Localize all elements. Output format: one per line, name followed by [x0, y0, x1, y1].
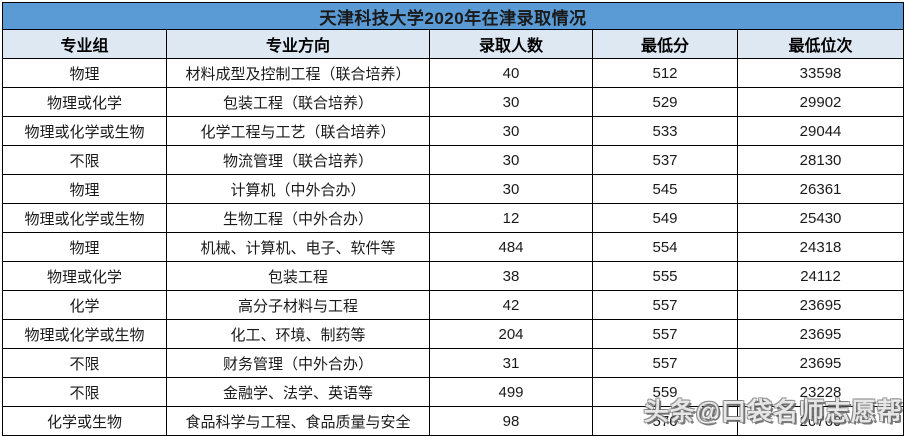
cell-group: 不限 [2, 145, 167, 175]
cell-min-rank: 29902 [736, 87, 905, 117]
cell-group: 物理 [2, 58, 167, 88]
cell-major: 包装工程（联合培养） [166, 87, 430, 117]
cell-count: 40 [429, 58, 593, 88]
cell-min-rank: 26361 [736, 174, 905, 204]
cell-major: 生物工程（中外合办） [166, 203, 430, 233]
cell-group: 不限 [2, 377, 167, 407]
cell-major: 物流管理（联合培养） [166, 145, 430, 175]
cell-min-rank: 23695 [736, 290, 905, 320]
cell-min-score: 545 [592, 174, 738, 204]
cell-count: 30 [429, 174, 593, 204]
cell-major: 化工、环境、制药等 [166, 319, 430, 349]
cell-group: 化学 [2, 290, 167, 320]
cell-group: 化学或生物 [2, 406, 167, 436]
cell-major: 食品科学与工程、食品质量与安全 [166, 406, 430, 436]
cell-count: 204 [429, 319, 593, 349]
cell-count: 38 [429, 261, 593, 291]
table-row: 不限 物流管理（联合培养） 30 537 28130 [2, 145, 905, 175]
title-row: 天津科技大学2020年在津录取情况 [1, 2, 905, 30]
cell-min-rank: 23695 [736, 348, 905, 378]
cell-count: 499 [429, 377, 593, 407]
cell-major: 机械、计算机、电子、软件等 [166, 232, 430, 262]
cell-min-rank: 33598 [736, 58, 905, 88]
table-row: 物理或化学或生物 化学工程与工艺（联合培养） 30 533 29044 [2, 116, 905, 146]
table-row: 物理 计算机（中外合办） 30 545 26361 [2, 174, 905, 204]
table-row: 物理或化学 包装工程 38 555 24112 [2, 261, 905, 291]
cell-min-score: 557 [592, 319, 738, 349]
cell-min-rank: 20760 [736, 406, 905, 436]
cell-count: 31 [429, 348, 593, 378]
cell-count: 30 [429, 145, 593, 175]
table-row: 物理或化学 包装工程（联合培养） 30 529 29902 [2, 87, 905, 117]
cell-count: 42 [429, 290, 593, 320]
cell-major: 高分子材料与工程 [166, 290, 430, 320]
column-header-min-rank: 最低位次 [736, 29, 905, 59]
cell-min-rank: 29044 [736, 116, 905, 146]
cell-major: 化学工程与工艺（联合培养） [166, 116, 430, 146]
cell-group: 物理或化学 [2, 261, 167, 291]
cell-min-rank: 23695 [736, 319, 905, 349]
cell-major: 计算机（中外合办） [166, 174, 430, 204]
column-header-min-score: 最低分 [592, 29, 738, 59]
header-row: 专业组 专业方向 录取人数 最低分 最低位次 [2, 29, 905, 59]
cell-min-score: 559 [592, 377, 738, 407]
cell-count: 30 [429, 87, 593, 117]
table-row: 物理 材料成型及控制工程（联合培养） 40 512 33598 [2, 58, 905, 88]
cell-min-score: 557 [592, 290, 738, 320]
cell-min-score: 557 [592, 348, 738, 378]
cell-group: 物理或化学或生物 [2, 319, 167, 349]
cell-min-score: 529 [592, 87, 738, 117]
cell-min-score: 554 [592, 232, 738, 262]
cell-major: 包装工程 [166, 261, 430, 291]
cell-count: 484 [429, 232, 593, 262]
cell-major: 财务管理（中外合办） [166, 348, 430, 378]
cell-count: 98 [429, 406, 593, 436]
cell-group: 物理或化学或生物 [2, 203, 167, 233]
cell-min-rank: 28130 [736, 145, 905, 175]
table-body: 物理 材料成型及控制工程（联合培养） 40 512 33598 物理或化学 包装工程（联合培… [2, 58, 905, 436]
table-row: 不限 财务管理（中外合办） 31 557 23695 [2, 348, 905, 378]
column-header-count: 录取人数 [429, 29, 593, 59]
table-row: 物理或化学或生物 化工、环境、制药等 204 557 23695 [2, 319, 905, 349]
cell-group: 物理或化学 [2, 87, 167, 117]
table-row: 物理或化学或生物 生物工程（中外合办） 12 549 25430 [2, 203, 905, 233]
cell-group: 物理 [2, 232, 167, 262]
cell-min-rank: 23228 [736, 377, 905, 407]
cell-min-score: 576 [592, 406, 738, 436]
cell-min-score: 533 [592, 116, 738, 146]
cell-count: 30 [429, 116, 593, 146]
table-title: 天津科技大学2020年在津录取情况 [1, 2, 905, 30]
cell-major: 材料成型及控制工程（联合培养） [166, 58, 430, 88]
table-row: 化学或生物 食品科学与工程、食品质量与安全 98 576 20760 [2, 406, 905, 436]
cell-min-score: 512 [592, 58, 738, 88]
cell-min-score: 555 [592, 261, 738, 291]
table-row: 物理 机械、计算机、电子、软件等 484 554 24318 [2, 232, 905, 262]
column-header-major: 专业方向 [166, 29, 430, 59]
column-header-group: 专业组 [2, 29, 167, 59]
cell-min-rank: 25430 [736, 203, 905, 233]
cell-group: 物理或化学或生物 [2, 116, 167, 146]
cell-count: 12 [429, 203, 593, 233]
cell-min-rank: 24318 [736, 232, 905, 262]
cell-group: 不限 [2, 348, 167, 378]
cell-min-score: 549 [592, 203, 738, 233]
cell-min-rank: 24112 [736, 261, 905, 291]
table-row: 不限 金融学、法学、英语等 499 559 23228 [2, 377, 905, 407]
table-row: 化学 高分子材料与工程 42 557 23695 [2, 290, 905, 320]
cell-group: 物理 [2, 174, 167, 204]
cell-major: 金融学、法学、英语等 [166, 377, 430, 407]
cell-min-score: 537 [592, 145, 738, 175]
